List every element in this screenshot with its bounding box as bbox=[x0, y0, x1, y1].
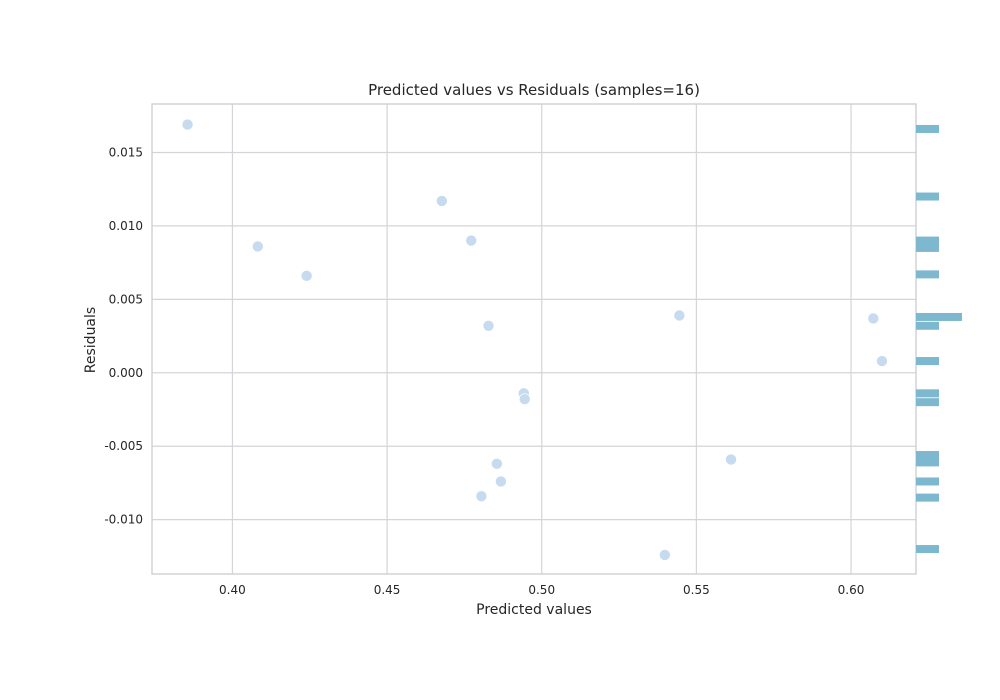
scatter-point bbox=[482, 319, 495, 332]
histogram-bar bbox=[916, 243, 939, 252]
histogram-bar bbox=[916, 398, 939, 407]
histogram-bar bbox=[916, 493, 939, 502]
y-tick-label: 0.000 bbox=[109, 366, 143, 380]
histogram-bar bbox=[916, 545, 939, 554]
y-tick-label: -0.010 bbox=[104, 513, 143, 527]
y-tick-label: 0.010 bbox=[109, 219, 143, 233]
scatter-point bbox=[251, 240, 264, 253]
histogram-bar bbox=[916, 312, 962, 321]
scatter-point bbox=[725, 453, 737, 466]
scatter-point bbox=[876, 355, 888, 367]
y-axis-label: Residuals bbox=[83, 307, 99, 373]
scatter-point bbox=[300, 270, 313, 282]
histogram-bar bbox=[916, 458, 939, 467]
y-tick-labels: -0.010 -0.005 0.000 0.005 0.010 0.015 bbox=[104, 145, 143, 526]
x-tick-label: 0.50 bbox=[528, 583, 555, 597]
x-axis-label: Predicted values bbox=[476, 602, 592, 618]
scatter-point bbox=[475, 490, 488, 502]
scatter-point bbox=[518, 393, 531, 406]
histogram-bar bbox=[916, 270, 939, 279]
x-tick-label: 0.60 bbox=[838, 583, 865, 597]
scatter-point bbox=[181, 118, 194, 131]
histogram-bar bbox=[916, 477, 939, 486]
chart-title: Predicted values vs Residuals (samples=1… bbox=[368, 81, 700, 99]
histogram-bar bbox=[916, 192, 939, 201]
grid bbox=[152, 104, 916, 574]
scatter-point bbox=[491, 458, 503, 470]
histogram-bar bbox=[916, 124, 939, 133]
scatter-point bbox=[673, 309, 686, 322]
histogram-bar bbox=[916, 451, 939, 460]
x-tick-label: 0.40 bbox=[219, 583, 246, 597]
scatter-point bbox=[465, 234, 478, 247]
scatter-point bbox=[436, 195, 448, 207]
plot-frame bbox=[151, 103, 917, 575]
x-tick-labels: 0.40 0.45 0.50 0.55 0.60 bbox=[219, 583, 864, 597]
scatter-point bbox=[495, 475, 507, 488]
scatter-point bbox=[867, 312, 880, 325]
y-tick-label: 0.015 bbox=[109, 145, 143, 159]
histogram-bar bbox=[916, 321, 939, 330]
residual-histogram bbox=[916, 124, 962, 554]
y-tick-label: -0.005 bbox=[104, 439, 143, 453]
scatter-points bbox=[181, 118, 888, 561]
scatter-point bbox=[659, 549, 671, 561]
histogram-bar bbox=[916, 236, 939, 245]
histogram-bar bbox=[916, 389, 939, 398]
x-tick-label: 0.45 bbox=[374, 583, 401, 597]
y-tick-label: 0.005 bbox=[109, 292, 143, 306]
x-tick-label: 0.55 bbox=[683, 583, 710, 597]
histogram-bar bbox=[916, 357, 939, 366]
